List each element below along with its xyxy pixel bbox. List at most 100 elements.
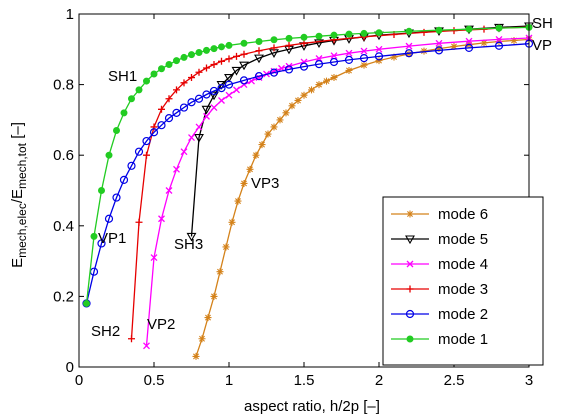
data-point	[188, 134, 195, 142]
data-point	[210, 45, 218, 53]
data-point	[158, 65, 165, 73]
x-tick-label: 0.5	[144, 372, 165, 389]
data-point	[315, 32, 323, 40]
data-point	[345, 30, 353, 38]
legend-label: mode 4	[438, 256, 488, 273]
data-point	[300, 91, 308, 99]
data-point	[495, 38, 503, 46]
data-point	[204, 314, 212, 322]
data-point	[234, 197, 242, 205]
data-point	[246, 165, 254, 173]
data-point	[330, 74, 338, 82]
x-tick-label: 0	[75, 372, 83, 389]
data-point	[255, 38, 263, 46]
data-point	[224, 80, 234, 89]
data-point	[270, 44, 278, 52]
data-point	[128, 335, 135, 343]
y-tick-label: 0.4	[53, 218, 74, 235]
data-point	[112, 193, 121, 202]
y-tick-label: 0.2	[53, 288, 74, 305]
data-point	[450, 42, 458, 50]
data-point	[188, 74, 195, 82]
data-point	[270, 123, 278, 131]
data-point	[97, 239, 106, 248]
ticks-layer: 0 0.5 1 1.5 2 2.5 3 0 0.2 0.4 0.6 0.8 1	[53, 6, 533, 389]
data-point	[390, 53, 398, 61]
data-point	[195, 68, 203, 76]
x-axis-title: aspect ratio, h/2p [–]	[244, 398, 380, 415]
data-point	[404, 49, 414, 58]
data-point	[375, 29, 383, 37]
data-point	[165, 60, 173, 68]
data-point	[285, 34, 293, 42]
data-point	[344, 55, 354, 64]
annotation-sh1: SH1	[108, 68, 137, 85]
x-tick-label: 3	[525, 372, 533, 389]
data-point	[105, 151, 113, 159]
data-point	[480, 39, 488, 47]
data-point	[240, 81, 248, 89]
data-point	[143, 77, 150, 85]
data-point	[135, 218, 143, 226]
data-point	[240, 179, 248, 187]
y-tick-label: 0.8	[53, 77, 74, 94]
data-point	[330, 31, 338, 39]
data-point	[284, 65, 294, 74]
data-point	[258, 141, 266, 149]
data-point	[209, 91, 219, 101]
data-point	[255, 47, 263, 55]
data-point	[188, 51, 195, 59]
data-point	[203, 112, 210, 120]
y-tick-label: 0.6	[53, 147, 74, 164]
legend-item: mode 6	[391, 206, 488, 223]
data-point	[216, 268, 224, 276]
data-point	[104, 214, 114, 223]
legend-item: mode 1	[391, 331, 488, 348]
data-point	[405, 42, 413, 50]
data-point	[360, 29, 368, 37]
data-point	[201, 105, 212, 115]
legend-marker	[405, 235, 415, 245]
data-point	[330, 52, 338, 60]
data-point	[300, 33, 308, 41]
x-tick-label: 1.5	[294, 372, 315, 389]
legend-marker	[406, 260, 414, 268]
data-point	[217, 84, 226, 93]
legend-label: mode 6	[438, 206, 488, 223]
data-point	[120, 109, 128, 117]
data-point	[222, 243, 230, 251]
legend-item: mode 4	[391, 256, 488, 273]
data-point	[158, 215, 165, 223]
data-point	[143, 151, 150, 159]
data-point	[254, 72, 264, 81]
data-point	[308, 86, 315, 94]
data-point	[142, 136, 151, 146]
data-point	[359, 54, 369, 63]
legend-label: mode 1	[438, 331, 488, 348]
data-point	[299, 62, 309, 71]
data-point	[165, 187, 173, 194]
data-point	[375, 45, 383, 53]
data-point	[405, 50, 413, 58]
data-point	[180, 79, 188, 87]
legend-item: mode 2	[391, 306, 488, 323]
data-point	[157, 121, 166, 130]
data-point	[210, 292, 218, 300]
data-point	[83, 299, 90, 307]
data-point	[314, 60, 324, 69]
y-tick-label: 1	[66, 6, 74, 23]
data-point	[224, 73, 234, 83]
legend-marker	[406, 285, 414, 293]
data-point	[187, 98, 196, 107]
legend-label: mode 3	[438, 281, 488, 298]
series-mode-1	[83, 23, 533, 307]
data-point	[127, 161, 136, 170]
data-point	[329, 57, 339, 67]
data-point	[420, 47, 428, 55]
annotation-vp1: VP1	[98, 230, 126, 247]
legend-item: mode 5	[391, 231, 488, 248]
y-tick-label: 0	[66, 359, 74, 376]
data-point	[240, 39, 248, 47]
data-point	[179, 103, 189, 112]
